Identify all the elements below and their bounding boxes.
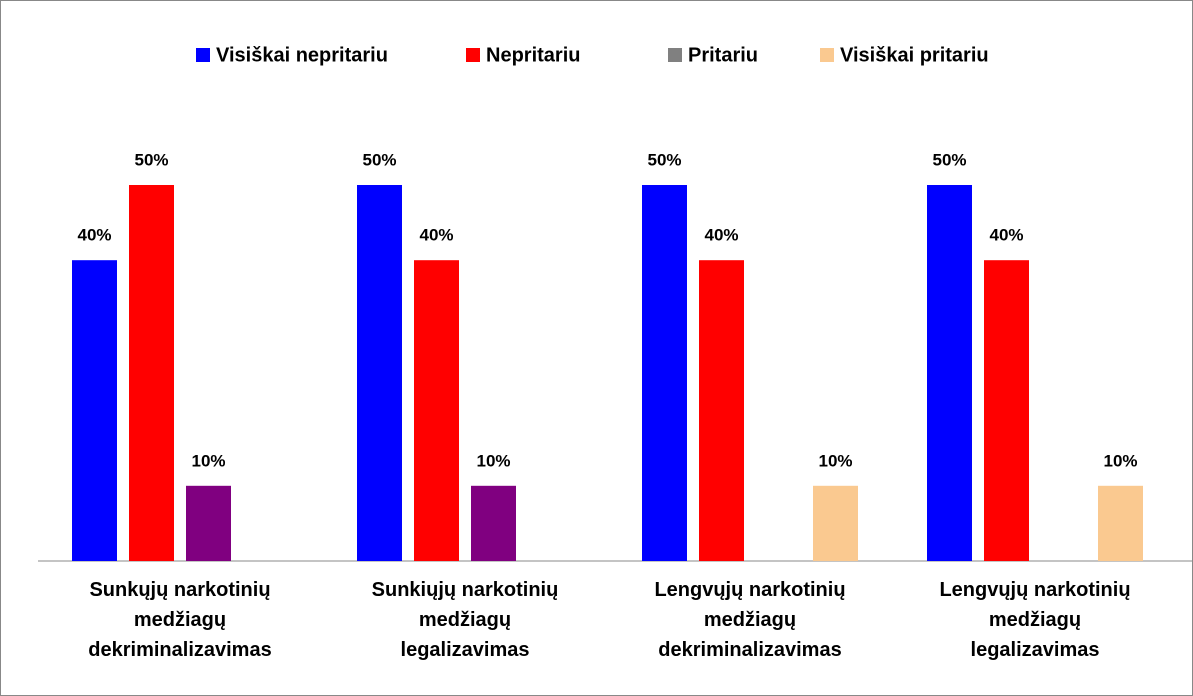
bar bbox=[642, 185, 687, 561]
bar bbox=[186, 485, 231, 561]
legend-label: Pritariu bbox=[688, 44, 758, 66]
data-label: 10% bbox=[191, 451, 225, 470]
data-label: 40% bbox=[989, 226, 1023, 245]
bar bbox=[1098, 485, 1143, 561]
data-label: 50% bbox=[134, 150, 168, 169]
bar bbox=[699, 260, 744, 561]
x-tick-label: Lengvųjų narkotinių medžiagų dekriminali… bbox=[654, 579, 846, 661]
bar bbox=[357, 185, 402, 561]
data-label: 40% bbox=[704, 226, 738, 245]
x-tick-label: Lengvųjų narkotinių medžiagų legalizavim… bbox=[939, 579, 1131, 661]
legend-swatch bbox=[196, 48, 210, 62]
bar bbox=[471, 485, 516, 561]
data-label: 50% bbox=[647, 150, 681, 169]
data-label: 10% bbox=[476, 451, 510, 470]
bar bbox=[984, 260, 1029, 561]
data-label: 40% bbox=[77, 226, 111, 245]
legend-label: Visiškai pritariu bbox=[840, 44, 989, 66]
data-label: 10% bbox=[1103, 451, 1137, 470]
legend-swatch bbox=[668, 48, 682, 62]
x-tick-label: Sunkųjų narkotinių medžiagų dekriminaliz… bbox=[88, 579, 272, 661]
data-label: 40% bbox=[419, 226, 453, 245]
legend-label: Nepritariu bbox=[486, 44, 580, 66]
legend-swatch bbox=[820, 48, 834, 62]
bar bbox=[72, 260, 117, 561]
data-label: 10% bbox=[818, 451, 852, 470]
x-tick-label: Sunkiųjų narkotinių medžiagų legalizavim… bbox=[371, 579, 559, 661]
legend-swatch bbox=[466, 48, 480, 62]
data-label: 50% bbox=[932, 150, 966, 169]
bar bbox=[129, 185, 174, 561]
data-label: 50% bbox=[362, 150, 396, 169]
legend-label: Visiškai nepritariu bbox=[216, 44, 388, 66]
bar bbox=[414, 260, 459, 561]
bar bbox=[813, 485, 858, 561]
bar bbox=[927, 185, 972, 561]
